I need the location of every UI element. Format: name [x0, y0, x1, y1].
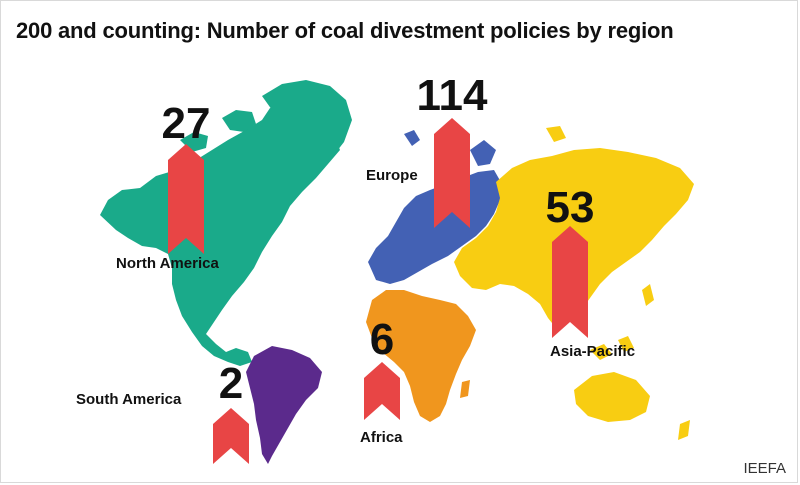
europe-marker: [434, 118, 470, 228]
europe-region-label: Europe: [366, 167, 418, 184]
north-america-value-label: 27: [162, 99, 211, 148]
south-america-value-label: 2: [219, 359, 243, 408]
asia-pacific-marker: [552, 226, 588, 338]
north-america-region-label: North America: [116, 255, 219, 272]
south-america-region: [246, 346, 322, 464]
north-america-marker: [168, 144, 204, 254]
asia-pacific-value-label: 53: [546, 183, 595, 232]
africa-region: [366, 290, 476, 422]
asia-pacific-region-label: Asia-Pacific: [550, 343, 635, 360]
africa-marker: [364, 362, 400, 420]
label-layer: 27 North America 2 South America 114 Europe 6 A…: [76, 71, 635, 446]
north-america-region: [100, 80, 352, 366]
south-america-region-label: South America: [76, 391, 182, 408]
africa-value-label: 6: [370, 315, 394, 364]
chart-title: 200 and counting: Number of coal divestm…: [16, 18, 674, 43]
source-label: IEEFA: [743, 460, 786, 477]
africa-region-label: Africa: [360, 429, 403, 446]
south-america-marker: [213, 408, 249, 464]
marker-layer: [168, 118, 588, 464]
europe-value-label: 114: [417, 71, 489, 120]
